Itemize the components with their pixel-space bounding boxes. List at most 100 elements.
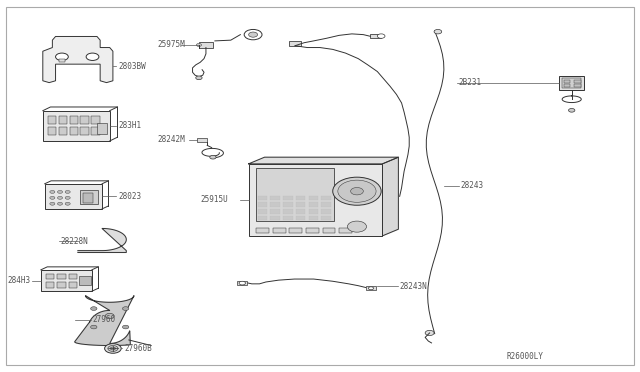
Bar bbox=[80, 190, 98, 205]
Bar bbox=[289, 228, 302, 233]
Polygon shape bbox=[383, 157, 398, 236]
Bar bbox=[59, 127, 67, 135]
Circle shape bbox=[196, 44, 202, 46]
Bar bbox=[270, 215, 280, 220]
Bar bbox=[81, 127, 89, 135]
Circle shape bbox=[56, 53, 68, 61]
Text: 28243: 28243 bbox=[460, 182, 483, 190]
Circle shape bbox=[122, 325, 129, 329]
Polygon shape bbox=[78, 228, 126, 253]
Bar bbox=[70, 116, 78, 124]
Bar bbox=[46, 273, 54, 279]
Polygon shape bbox=[248, 157, 398, 164]
Text: 28023: 28023 bbox=[118, 192, 141, 201]
Text: 2B231: 2B231 bbox=[459, 78, 482, 87]
Bar bbox=[283, 209, 292, 214]
Bar bbox=[257, 196, 267, 201]
Circle shape bbox=[425, 330, 434, 336]
Circle shape bbox=[110, 347, 115, 350]
Circle shape bbox=[196, 76, 202, 80]
Circle shape bbox=[65, 196, 70, 199]
Bar bbox=[58, 282, 66, 288]
Text: 27960: 27960 bbox=[93, 315, 116, 324]
Bar bbox=[270, 209, 280, 214]
Text: 25975M: 25975M bbox=[157, 40, 185, 49]
Text: 284H3: 284H3 bbox=[8, 276, 31, 285]
Text: 27960B: 27960B bbox=[124, 344, 152, 353]
Bar bbox=[270, 202, 280, 207]
Bar bbox=[574, 84, 580, 87]
Circle shape bbox=[65, 202, 70, 205]
Bar bbox=[43, 111, 109, 141]
Bar bbox=[308, 215, 318, 220]
Circle shape bbox=[58, 190, 63, 193]
Bar bbox=[339, 228, 352, 233]
Circle shape bbox=[86, 53, 99, 61]
Circle shape bbox=[568, 109, 575, 112]
Bar bbox=[321, 196, 331, 201]
Bar bbox=[256, 167, 334, 221]
Bar bbox=[308, 196, 318, 201]
Circle shape bbox=[122, 307, 129, 310]
Bar bbox=[306, 228, 319, 233]
Bar bbox=[58, 273, 66, 279]
Circle shape bbox=[348, 221, 367, 232]
Bar bbox=[48, 127, 56, 135]
Circle shape bbox=[50, 190, 55, 193]
Circle shape bbox=[244, 29, 262, 40]
Text: 28243N: 28243N bbox=[399, 282, 427, 291]
Circle shape bbox=[104, 344, 121, 353]
Circle shape bbox=[58, 202, 63, 205]
Circle shape bbox=[91, 325, 97, 329]
Bar bbox=[296, 196, 305, 201]
Bar bbox=[257, 215, 267, 220]
Polygon shape bbox=[75, 296, 134, 346]
Circle shape bbox=[239, 281, 246, 285]
Bar bbox=[69, 273, 77, 279]
Bar bbox=[248, 164, 383, 236]
Circle shape bbox=[91, 307, 97, 310]
Circle shape bbox=[338, 180, 376, 202]
Bar bbox=[273, 228, 285, 233]
Bar bbox=[270, 196, 280, 201]
Bar bbox=[321, 215, 331, 220]
Bar bbox=[564, 84, 570, 87]
Bar bbox=[257, 209, 267, 214]
Bar bbox=[92, 127, 100, 135]
Bar bbox=[308, 202, 318, 207]
Bar bbox=[83, 193, 93, 203]
Bar bbox=[283, 196, 292, 201]
Circle shape bbox=[248, 32, 257, 37]
Bar bbox=[81, 116, 89, 124]
Circle shape bbox=[108, 346, 118, 352]
Circle shape bbox=[50, 202, 55, 205]
Circle shape bbox=[50, 196, 55, 199]
Bar bbox=[48, 116, 56, 124]
Circle shape bbox=[210, 155, 216, 159]
Bar bbox=[79, 276, 91, 285]
Bar bbox=[46, 282, 54, 288]
Circle shape bbox=[378, 34, 385, 38]
Bar bbox=[199, 42, 213, 48]
Text: 28242M: 28242M bbox=[157, 135, 185, 144]
Bar bbox=[559, 76, 584, 90]
Bar bbox=[69, 282, 77, 288]
Circle shape bbox=[351, 187, 364, 195]
PathPatch shape bbox=[43, 36, 113, 83]
Circle shape bbox=[105, 313, 114, 318]
Bar bbox=[370, 34, 381, 38]
Bar bbox=[41, 270, 92, 291]
Circle shape bbox=[369, 287, 374, 290]
Bar bbox=[296, 215, 305, 220]
Bar bbox=[321, 202, 331, 207]
Bar bbox=[70, 127, 78, 135]
Bar bbox=[237, 281, 247, 285]
Circle shape bbox=[58, 196, 63, 199]
Text: 2803BW: 2803BW bbox=[118, 61, 146, 71]
Bar bbox=[283, 215, 292, 220]
Bar bbox=[59, 116, 67, 124]
Text: 283H1: 283H1 bbox=[118, 121, 141, 130]
Bar bbox=[574, 80, 580, 83]
Bar bbox=[321, 209, 331, 214]
Bar bbox=[296, 209, 305, 214]
